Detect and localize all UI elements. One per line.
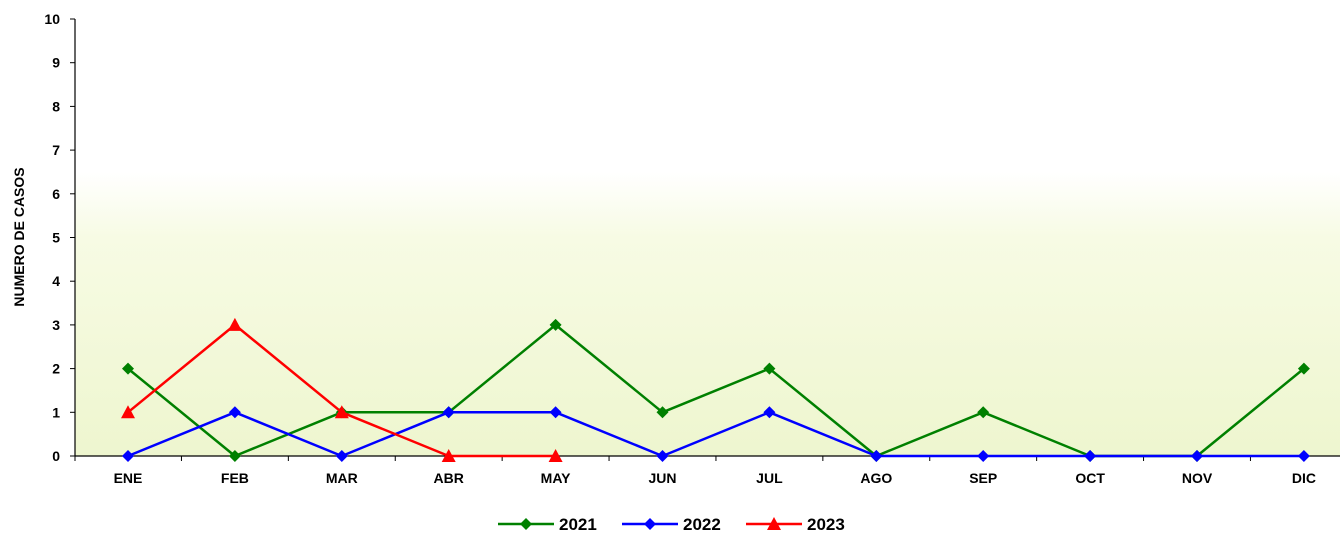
legend-marker [767,517,781,530]
legend-item: 2022 [622,515,721,534]
y-tick-label: 8 [52,98,60,114]
data-point-2022 [763,406,776,419]
y-tick-label: 7 [52,142,60,158]
data-point-2023 [334,405,349,419]
legend-marker [520,518,532,530]
y-tick-label: 10 [44,11,60,27]
data-point-2022 [977,450,990,462]
data-point-2021 [122,362,134,375]
data-point-2022 [1297,450,1310,462]
x-tick-label: MAR [326,470,358,486]
data-point-2023 [548,449,563,462]
x-tick-label: DIC [1292,470,1316,486]
x-tick-label: AGO [860,470,892,486]
y-tick-label: 5 [52,230,60,246]
x-tick-label: JUN [648,470,676,486]
y-tick-label: 1 [52,404,60,420]
plot-area [75,19,1340,456]
data-point-2021 [549,318,562,331]
y-tick-label: 3 [52,317,60,333]
legend-item: 2021 [498,515,597,534]
legend: 2021 2022 2023 [498,515,845,534]
x-tick-label: MAY [541,470,571,486]
series-2023 [121,317,563,462]
y-tick-label: 4 [52,273,60,289]
legend-label: 2021 [559,515,597,534]
x-tick-label: JUL [756,470,783,486]
data-point-2022 [228,406,241,419]
data-point-2022 [870,450,883,462]
series-2022 [122,406,1310,462]
data-point-2021 [1297,362,1310,375]
data-point-2021 [763,362,776,375]
data-point-2022 [1084,450,1097,462]
data-point-2023 [121,405,135,419]
data-point-2021 [228,450,241,462]
data-point-2022 [122,450,134,462]
y-axis-label: NUMERO DE CASOS [11,167,27,306]
y-tick-label: 2 [52,361,60,377]
data-point-2022 [442,406,455,419]
y-tick-label: 6 [52,186,60,202]
legend-label: 2023 [807,515,845,534]
data-point-2022 [549,406,562,419]
x-tick-label: SEP [969,470,997,486]
y-tick-label: 9 [52,55,60,71]
legend-label: 2022 [683,515,721,534]
data-point-2022 [656,450,669,462]
data-point-2023 [227,317,242,331]
x-tick-label: NOV [1182,470,1213,486]
x-tick-label: FEB [221,470,249,486]
data-point-2022 [335,450,348,462]
x-tick-label: OCT [1075,470,1105,486]
series-line-2022 [127,411,1304,458]
data-point-2021 [656,406,669,419]
x-tick-label: ABR [434,470,464,486]
legend-item: 2023 [746,515,845,534]
y-tick-label: 0 [52,448,60,464]
legend-marker [644,518,656,530]
data-point-2021 [977,406,990,419]
data-point-2023 [441,449,456,462]
x-tick-label: ENE [114,470,143,486]
data-point-2022 [1191,450,1203,462]
